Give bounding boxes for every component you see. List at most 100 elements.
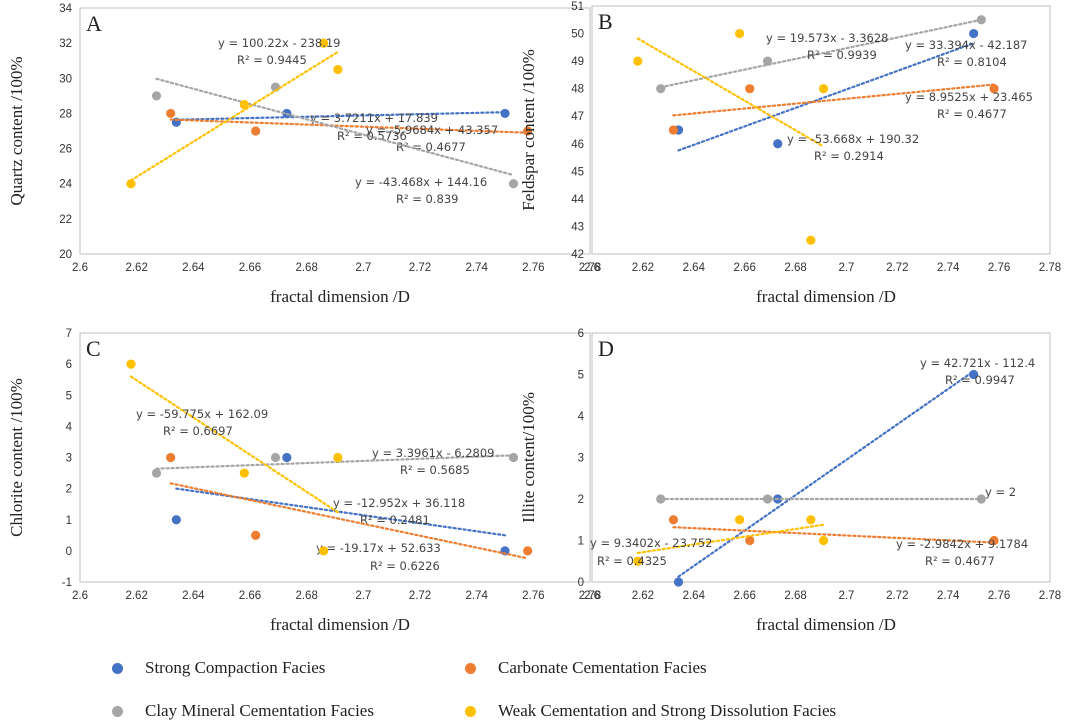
y-tick-label: 44 xyxy=(571,194,584,206)
data-point-carbonate xyxy=(668,515,679,525)
y-tick-label: 24 xyxy=(59,179,72,191)
y-tick-label: 2 xyxy=(578,494,584,506)
y-tick-label: 48 xyxy=(571,84,584,96)
y-tick-label: 34 xyxy=(59,3,72,15)
trend-r2-carbonate: R² = 0.4677 xyxy=(937,107,1007,121)
data-point-carbonate xyxy=(745,535,755,546)
data-point-carbonate xyxy=(523,126,533,136)
trend-equation-clay: y = 2 xyxy=(985,485,1016,499)
data-point-weak_cementation xyxy=(239,100,249,110)
trend-r2-clay: R² = 0.9939 xyxy=(807,48,877,62)
x-tick-label: 2.62 xyxy=(125,590,147,602)
trendline-weak_cementation xyxy=(129,50,339,182)
x-tick-label: 2.76 xyxy=(522,262,544,274)
trend-equation-weak_cementation: y = -59.775x + 162.09 xyxy=(136,407,268,421)
x-tick-label: 2.74 xyxy=(937,262,960,274)
trend-equation-strong_compaction: y = -12.952x + 36.118 xyxy=(333,496,465,510)
data-point-carbonate xyxy=(523,546,533,556)
data-point-weak_cementation xyxy=(806,235,816,245)
x-tick-label: 2.68 xyxy=(784,590,806,602)
x-tick-label: 2.76 xyxy=(988,262,1010,274)
data-point-weak_cementation xyxy=(126,179,136,189)
data-point-weak_cementation xyxy=(633,556,643,566)
x-tick-label: 2.7 xyxy=(838,262,854,274)
y-tick-label: 43 xyxy=(571,221,584,233)
panel-D: 2.6 2.62 2.64 2.66 2.68 2.7 2.72 2.74 2.76 2.7801… xyxy=(519,328,1061,634)
plot-frame-B xyxy=(591,5,1051,255)
data-point-clay xyxy=(762,56,773,66)
data-point-carbonate xyxy=(745,84,755,94)
trendline-strong_compaction xyxy=(677,370,975,578)
x-tick-label: 2.66 xyxy=(239,590,261,602)
data-point-strong_compaction xyxy=(282,452,292,463)
data-point-clay xyxy=(976,15,986,25)
y-tick-label: 1 xyxy=(66,515,72,527)
legend-marker-weak-cementation xyxy=(465,705,476,717)
data-point-carbonate xyxy=(668,125,679,135)
data-point-clay xyxy=(151,468,162,478)
plot-frame-D xyxy=(591,332,1051,583)
data-point-weak_cementation xyxy=(333,64,343,75)
x-tick-label: 2.6 xyxy=(584,262,600,274)
x-tick-label: 2.64 xyxy=(182,590,205,602)
x-tick-label: 2.64 xyxy=(683,590,706,602)
legend-item-weak-cementation: Weak Cementation and Strong Dissolution … xyxy=(465,701,836,721)
data-point-carbonate xyxy=(251,530,261,540)
y-tick-label: 32 xyxy=(59,38,72,50)
trendline-clay xyxy=(155,454,515,470)
x-tick-label: 2.74 xyxy=(465,590,488,602)
y-tick-label: 7 xyxy=(66,328,72,340)
data-point-carbonate xyxy=(166,452,176,463)
x-tick-label: 2.68 xyxy=(295,262,317,274)
x-tick-label: 2.72 xyxy=(886,262,908,274)
data-point-strong_compaction xyxy=(969,369,979,380)
y-tick-label: 46 xyxy=(571,139,584,151)
y-tick-label: 49 xyxy=(571,56,584,68)
y-tick-label: 2 xyxy=(66,484,72,496)
data-point-strong_compaction xyxy=(773,139,783,149)
trend-r2-strong_compaction: R² = 0.9947 xyxy=(945,373,1015,387)
x-tick-label: 2.74 xyxy=(465,262,488,274)
data-point-strong_compaction xyxy=(673,577,684,587)
y-tick-label: 4 xyxy=(578,411,585,423)
y-tick-label: 30 xyxy=(59,73,72,85)
y-axis-title: Feldspar content /100% xyxy=(519,49,538,210)
x-tick-label: 2.72 xyxy=(886,590,908,602)
trend-equation-weak_cementation: y = 9.3402x - 23.752 xyxy=(590,536,713,550)
legend-label-clay: Clay Mineral Cementation Facies xyxy=(145,701,374,720)
trend-equation-clay: y = 19.573x - 3.3628 xyxy=(766,31,889,45)
panel-C: 2.6 2.62 2.64 2.66 2.68 2.7 2.72 2.74 2.76 2.78-1… xyxy=(7,328,601,634)
data-point-clay xyxy=(151,91,162,101)
y-tick-label: 47 xyxy=(571,111,584,123)
plot-frame-A xyxy=(79,7,591,255)
y-tick-label: 6 xyxy=(66,359,72,371)
data-point-carbonate xyxy=(989,84,999,94)
x-tick-label: 2.7 xyxy=(355,590,371,602)
x-tick-label: 2.72 xyxy=(409,262,431,274)
trend-r2-strong_compaction: R² = 0.2481 xyxy=(360,513,430,527)
figure-canvas: 2.6 2.62 2.64 2.66 2.68 2.7 2.72 2.74 2.76 2.7820… xyxy=(7,1,1061,634)
data-point-weak_cementation xyxy=(319,38,329,48)
y-axis-title: Illite content/100% xyxy=(519,392,538,523)
trend-equation-strong_compaction: y = 3.7211x + 17.839 xyxy=(310,111,438,125)
trendline-carbonate xyxy=(672,83,996,117)
x-tick-label: 2.68 xyxy=(295,590,317,602)
trend-equation-carbonate: y = -5.9684x + 43.357 xyxy=(366,123,498,137)
data-point-carbonate xyxy=(251,126,261,136)
x-tick-label: 2.62 xyxy=(632,262,654,274)
trend-r2-strong_compaction: R² = 0.8104 xyxy=(937,55,1007,69)
trend-equation-clay: y = 3.3961x - 6.2809 xyxy=(372,446,495,460)
y-tick-label: 51 xyxy=(571,1,584,13)
y-tick-label: 4 xyxy=(66,421,73,433)
x-tick-label: 2.64 xyxy=(683,262,706,274)
data-point-weak_cementation xyxy=(633,56,643,66)
y-tick-label: 5 xyxy=(578,370,584,382)
y-tick-label: 1 xyxy=(578,536,584,548)
trend-r2-weak_cementation: R² = 0.9445 xyxy=(237,53,307,67)
y-tick-label: 5 xyxy=(66,390,72,402)
trendline-weak_cementation xyxy=(636,523,825,555)
x-tick-label: 2.78 xyxy=(579,590,601,602)
trend-r2-carbonate: R² = 0.6226 xyxy=(370,559,440,573)
x-tick-label: 2.76 xyxy=(988,590,1010,602)
x-tick-label: 2.7 xyxy=(355,262,371,274)
